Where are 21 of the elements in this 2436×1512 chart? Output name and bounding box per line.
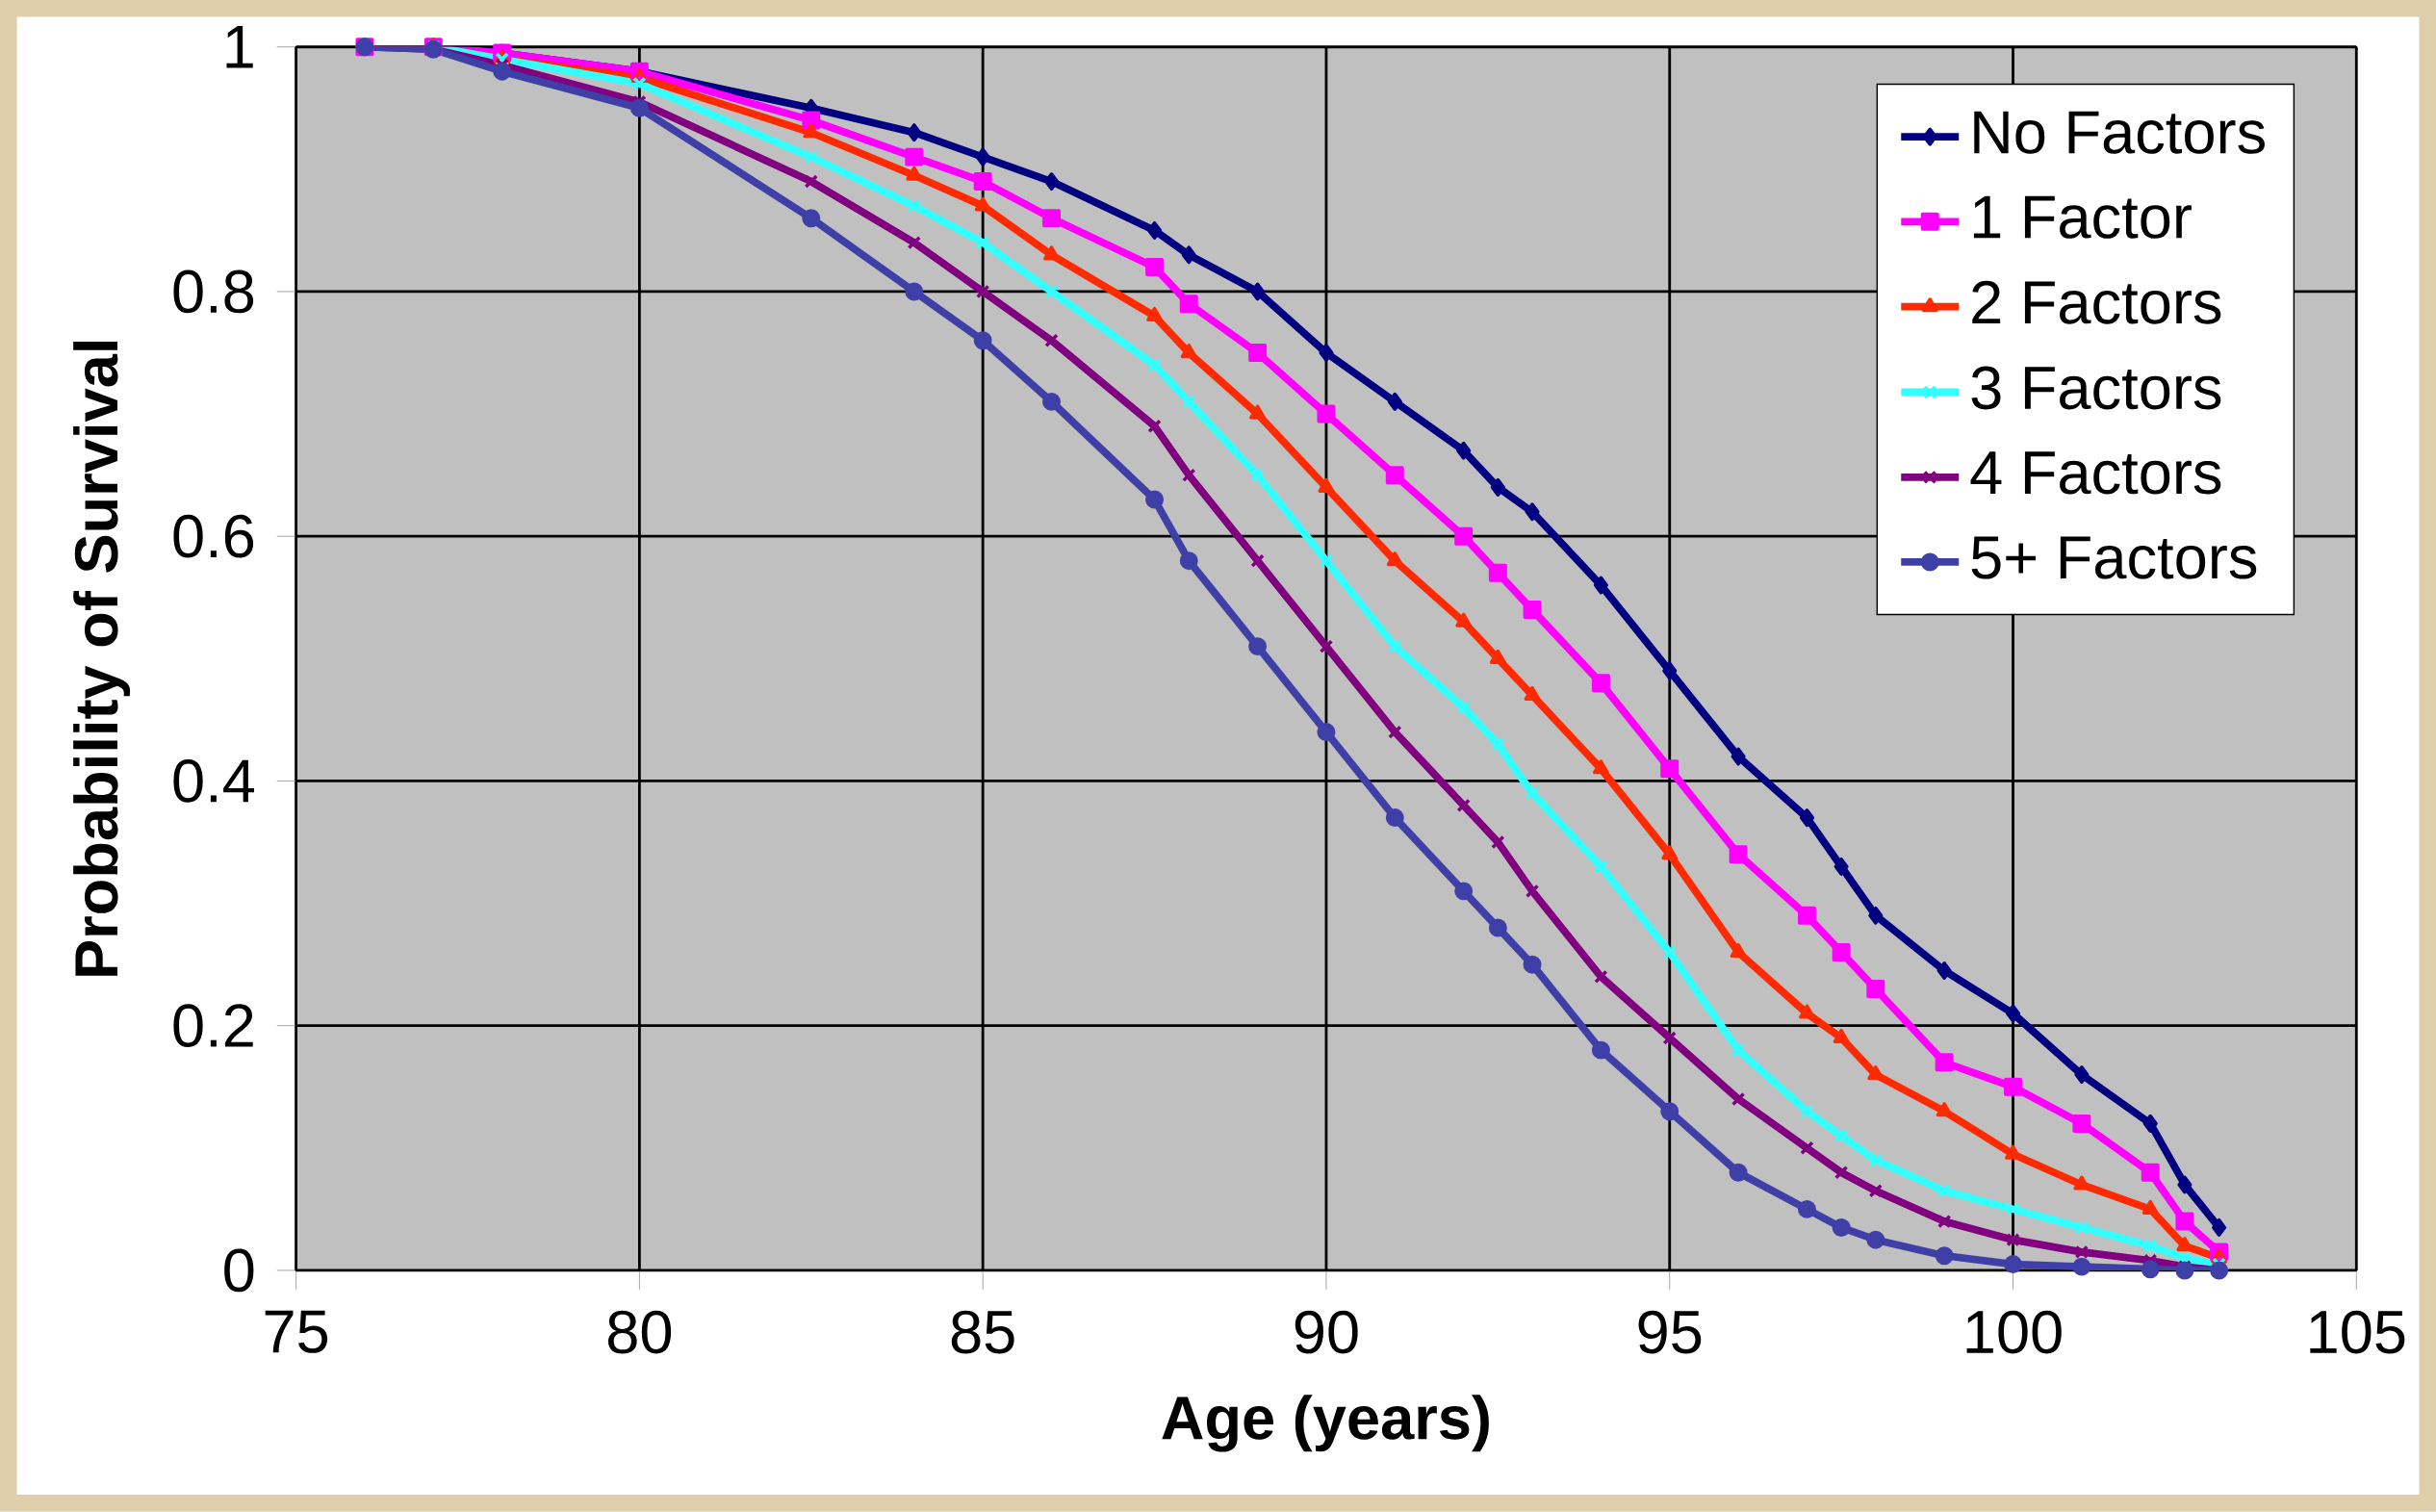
y-axis-title: Probability of Survival xyxy=(73,342,131,977)
x-tick-label: 95 xyxy=(1638,1310,1702,1354)
legend-label: 5+ Factors xyxy=(1971,536,2257,579)
x-tick-label: 90 xyxy=(1295,1310,1358,1354)
legend-label: 1 Factor xyxy=(1973,195,2192,240)
y-tick-label: 0.2 xyxy=(173,1004,253,1048)
legend-label: 3 Factors xyxy=(1971,366,2221,410)
legend-label: 2 Factors xyxy=(1972,281,2221,324)
y-tick-label: 0.6 xyxy=(173,515,254,558)
y-tick-label: 0.4 xyxy=(173,759,254,804)
x-tick-label: 105 xyxy=(2310,1310,2405,1354)
y-tick-label: 0.8 xyxy=(173,269,254,314)
x-axis-title: Age (years) xyxy=(1162,1395,1489,1452)
x-tick-label: 100 xyxy=(1966,1310,2062,1354)
x-tick-label: 85 xyxy=(951,1310,1014,1354)
y-tick-label: 1 xyxy=(226,26,253,68)
x-tick-label: 75 xyxy=(265,1310,328,1354)
y-tick-label: 0 xyxy=(224,1248,254,1293)
legend-label: No Factors xyxy=(1974,111,2265,154)
x-tick-label: 80 xyxy=(607,1310,672,1354)
legend-label: 4 Factors xyxy=(1970,451,2221,495)
